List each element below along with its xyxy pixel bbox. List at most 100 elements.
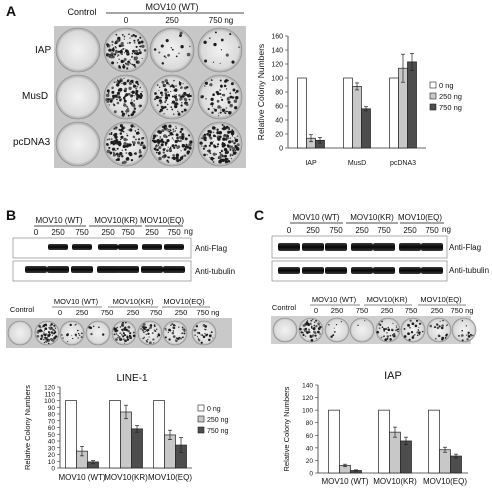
panel-a-wt-label: MOV10 (WT) — [146, 2, 199, 12]
chart-a-ytick-label-8: 160 — [271, 34, 283, 41]
plate-a-r0-c1 — [103, 27, 149, 73]
chart-a-ytick-label-4: 80 — [275, 90, 283, 97]
chart-c-bar-1-2 — [400, 440, 412, 474]
tubulin-band-b-1 — [47, 266, 69, 273]
chart-c-xtick-label-2: MOV10(EQ) — [423, 477, 467, 486]
b-plate-dose-3: 250 — [127, 308, 140, 317]
plate-c-1 — [298, 317, 324, 343]
plate-a-r1-c3 — [197, 74, 243, 120]
panel-b-blot-header: MOV10 (WT) MOV10(KR) MOV10(EQ) 0 250 750 250 75… — [34, 216, 193, 237]
b-dose-0: 0 — [34, 228, 39, 237]
b-plate-control: Control — [10, 305, 35, 314]
panel-b-tubulin-bands — [25, 266, 185, 273]
flag-band-b-3 — [98, 244, 118, 250]
b-plate-dose-5: 250 — [175, 308, 188, 317]
plate-c-2 — [324, 317, 350, 343]
b-plate-dose-4: 750 — [150, 308, 163, 317]
flag-band-c-2 — [325, 243, 347, 251]
b-plate-dose-0: 0 — [58, 308, 62, 317]
chart-a-ytick-label-0: 0 — [279, 146, 283, 153]
chart-a-ytick-label-3: 60 — [275, 104, 283, 111]
c-plate-dose-5: 250 — [431, 306, 444, 315]
flag-band-b-2 — [72, 244, 92, 250]
chart-b-ytick-label-5: 50 — [48, 432, 56, 439]
c-dose-6: 750 — [425, 226, 439, 235]
flag-band-b-5 — [142, 244, 162, 250]
chart-a-ytick-label-7: 140 — [271, 48, 283, 55]
chart-c: 0 20 40 60 80 100 120 140 Relative Colony Number… — [282, 370, 468, 486]
panel-a-dose-2: 750 ng — [209, 16, 233, 25]
chart-b-ytick-label-6: 60 — [48, 425, 56, 432]
chart-b-legend-label-2: 750 ng — [207, 428, 229, 435]
chart-a-legend-swatch-2 — [429, 103, 437, 111]
flag-band-c-5 — [399, 243, 421, 251]
panel-c-plate-header: Control MOV10 (WT) MOV10(KR) MOV10(EQ) 0 250 7… — [272, 295, 474, 315]
chart-c-ytick-label-4: 80 — [306, 420, 314, 427]
b-dose-3: 250 — [101, 228, 115, 237]
chart-b-ytick-label-1: 10 — [48, 459, 56, 466]
chart-c-ytick-label-3: 60 — [306, 433, 314, 440]
chart-c-xtick-label-0: MOV10 (WT) — [321, 477, 368, 486]
b-dose-1: 250 — [51, 228, 65, 237]
panel-a-row-musd: MusD — [22, 91, 48, 102]
chart-b-ytick-label-3: 30 — [48, 445, 56, 452]
chart-a-bar-2-2 — [407, 61, 417, 149]
b-plate-dose-6: 750 ng — [197, 308, 220, 317]
chart-c-ytick-label-7: 140 — [302, 383, 313, 390]
chart-b-legend-label-1: 250 ng — [207, 417, 229, 424]
c-plate-dose-0: 0 — [314, 306, 318, 315]
b-ng: ng — [184, 227, 193, 236]
chart-b-legend-swatch-1 — [197, 415, 205, 423]
b-plate-group-0: MOV10 (WT) — [54, 297, 99, 306]
chart-c-bar-2-2 — [450, 455, 462, 474]
chart-c-bar-1-1 — [389, 431, 401, 474]
panel-c-plates — [272, 317, 477, 343]
panel-c-flag-bands — [278, 243, 443, 251]
chart-a-bar-2-0 — [389, 77, 399, 149]
chart-a-xtick-label-0: IAP — [305, 160, 317, 167]
plate-b-5 — [137, 320, 163, 346]
panel-a-letter: A — [6, 3, 16, 19]
tubulin-band-c-4 — [373, 267, 395, 274]
chart-a-xtick-label-2: pcDNA3 — [390, 160, 416, 167]
plate-a-r1-c0 — [55, 74, 101, 120]
b-dose-2: 750 — [75, 228, 89, 237]
chart-b-legend-swatch-2 — [197, 426, 205, 434]
tubulin-band-b-5 — [141, 266, 163, 273]
c-plate-dose-1: 250 — [331, 306, 344, 315]
panel-a-row-iap: IAP — [35, 45, 51, 56]
plate-b-1 — [34, 320, 60, 346]
plate-c-7 — [451, 317, 477, 343]
chart-b-ytick-label-12: 120 — [44, 385, 55, 392]
panel-c-blot-header: MOV10 (WT) MOV10(KR) MOV10(EQ) 0 250 750 250 75… — [287, 213, 451, 235]
chart-a-ytick-label-1: 20 — [275, 132, 283, 139]
chart-c-bar-1-0 — [378, 409, 390, 474]
b-plate-group-2: MOV10(EQ) — [163, 297, 205, 306]
c-dose-0: 0 — [287, 226, 292, 235]
panel-c-anti-tubulin: Anti-tubulin — [449, 266, 489, 275]
c-dose-5: 250 — [403, 226, 417, 235]
chart-c-bar-2-0 — [428, 409, 440, 474]
c-plate-dose-6: 750 ng — [451, 306, 474, 315]
chart-a-legend-swatch-0 — [429, 81, 437, 89]
chart-c-ytick-label-6: 120 — [302, 395, 313, 402]
plate-b-4 — [111, 320, 137, 346]
chart-b-bar-1-2 — [131, 428, 143, 469]
panel-c-anti-flag: Anti-Flag — [449, 243, 481, 252]
chart-b-ytick-label-10: 100 — [44, 398, 55, 405]
panel-a: A Control MOV10 (WT) 0 250 750 ng IAP Mu… — [6, 2, 246, 168]
panel-b: B MOV10 (WT) MOV10(KR) MOV10(EQ)0 250 750 250… — [6, 207, 235, 348]
plate-c-6 — [426, 317, 452, 343]
plate-b-0 — [7, 320, 33, 346]
chart-b-title: LINE-1 — [116, 373, 148, 384]
chart-a-ylabel: Relative Colony Numbers — [256, 44, 266, 140]
plate-a-r2-c3 — [197, 121, 243, 167]
chart-b-legend-swatch-0 — [197, 404, 205, 412]
chart-b-ytick-label-7: 70 — [48, 418, 56, 425]
c-plate-group-2: MOV10(EQ) — [420, 295, 462, 304]
tubulin-band-b-6 — [163, 266, 185, 273]
flag-band-b-6 — [164, 244, 184, 250]
c-plate-dose-3: 250 — [381, 306, 394, 315]
b-dose-4: 750 — [121, 228, 135, 237]
tubulin-band-b-2 — [71, 266, 93, 273]
